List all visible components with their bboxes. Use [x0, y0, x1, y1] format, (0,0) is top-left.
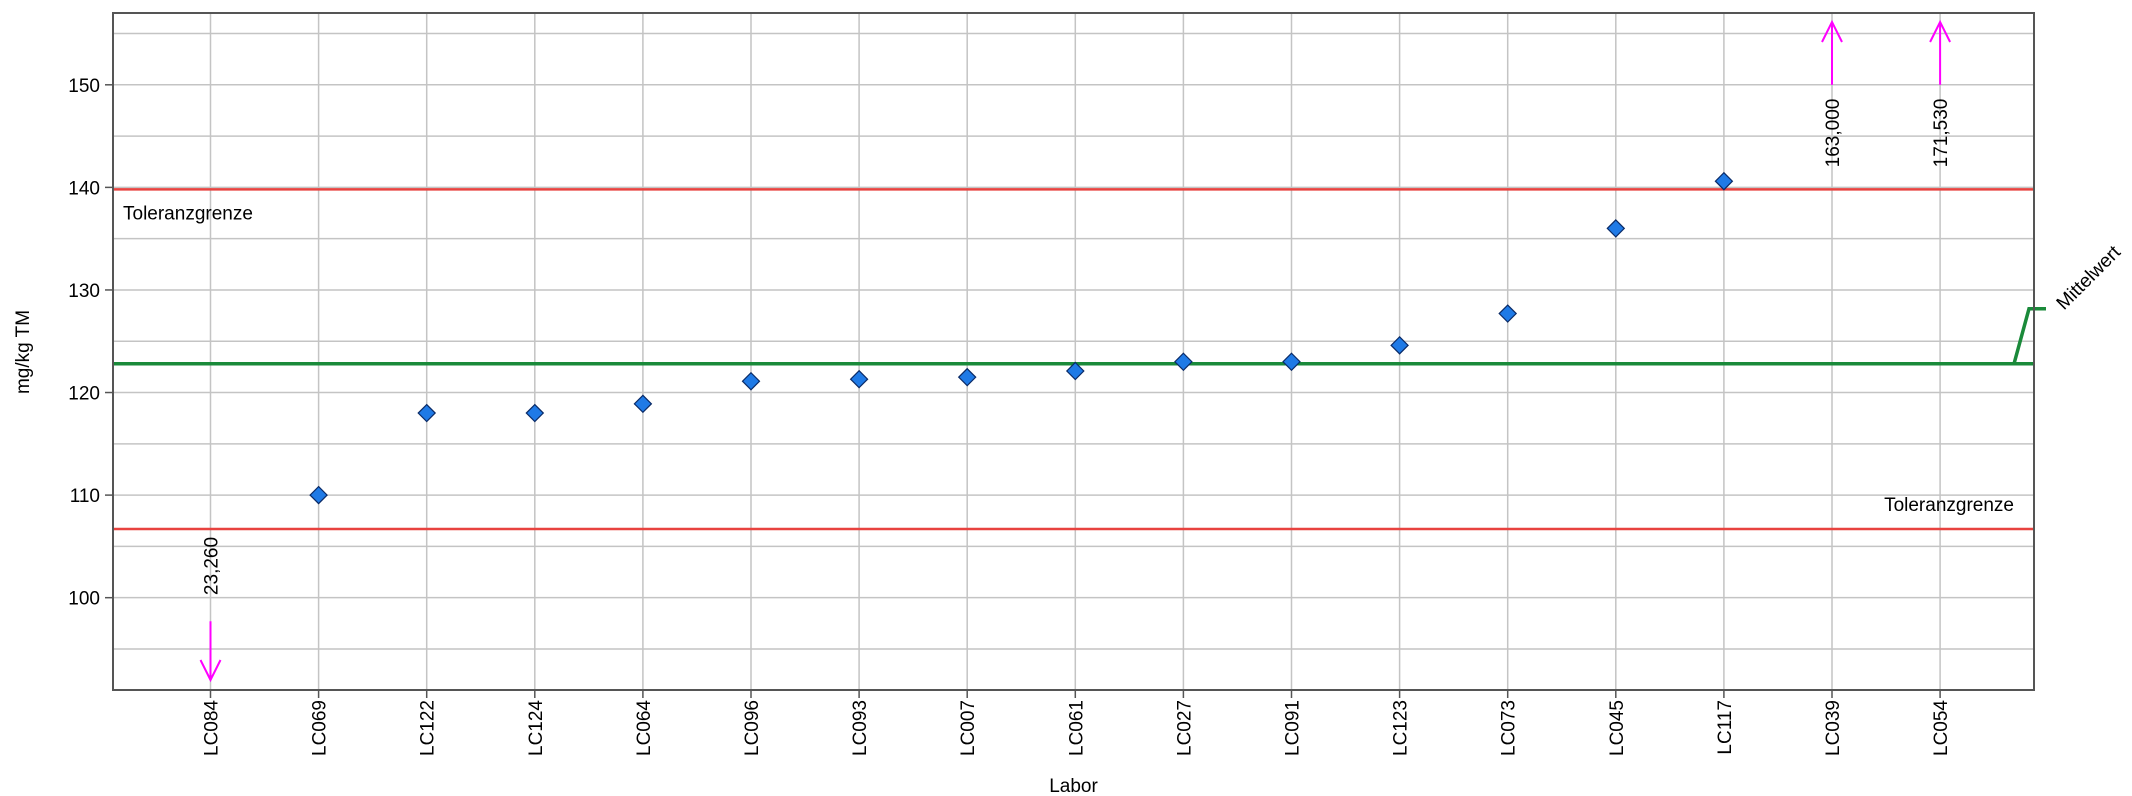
- y-tick-label: 110: [70, 486, 100, 507]
- grid: [113, 13, 2034, 690]
- x-tick-label: LC045: [1607, 700, 1628, 756]
- data-point: [1606, 219, 1626, 238]
- data-point: [1498, 304, 1518, 323]
- arrow-head-down: [199, 659, 222, 683]
- y-tick-label: 120: [68, 384, 100, 405]
- data-point: [525, 403, 545, 423]
- y-tick-label: 100: [68, 589, 100, 610]
- y-axis-title: mg/kg TM: [13, 310, 34, 394]
- data-point: [309, 485, 328, 505]
- data-marks: [199, 19, 1951, 683]
- x-tick-label: LC124: [526, 700, 547, 756]
- arrow-head-up: [1929, 19, 1951, 43]
- data-point: [633, 394, 653, 414]
- x-tick-label: LC084: [202, 700, 223, 756]
- x-tick-label: LC007: [958, 700, 979, 756]
- data-point: [741, 371, 761, 391]
- data-point: [849, 369, 869, 389]
- x-tick-label: LC122: [418, 700, 439, 756]
- out-of-range-value-label: 163,000: [1823, 99, 1844, 168]
- x-tick-label: LC064: [634, 700, 655, 756]
- tolerance-label-lower: Toleranzgrenze: [1884, 495, 2014, 516]
- y-tick-label: 130: [68, 281, 100, 302]
- y-tick-label: 150: [68, 76, 100, 97]
- arrow-head-up: [1821, 19, 1843, 43]
- data-point: [957, 367, 977, 387]
- x-tick-label: LC091: [1283, 700, 1304, 756]
- x-tick-label: LC054: [1931, 700, 1952, 756]
- x-tick-label: LC027: [1174, 700, 1195, 756]
- x-tick-label: LC117: [1715, 700, 1736, 755]
- y-tick-label: 140: [68, 178, 100, 199]
- x-tick-label: LC039: [1823, 700, 1844, 756]
- data-point: [1390, 335, 1409, 355]
- tolerance-label-upper: Toleranzgrenze: [123, 203, 253, 224]
- data-point: [1065, 361, 1085, 381]
- x-tick-label: LC069: [310, 700, 331, 756]
- plot-frame: [112, 12, 2035, 691]
- mean-label: Mittelwert: [2053, 242, 2126, 315]
- x-tick-label: LC093: [850, 700, 871, 756]
- axes: [105, 12, 2035, 698]
- data-point: [1282, 352, 1301, 372]
- x-tick-label: LC073: [1499, 700, 1520, 756]
- data-point: [1174, 352, 1193, 372]
- data-point: [417, 403, 437, 423]
- out-of-range-value-label: 171,530: [1931, 99, 1952, 168]
- x-tick-label: LC123: [1391, 700, 1412, 756]
- out-of-range-value-label: 23,260: [202, 537, 223, 595]
- data-point: [1714, 171, 1734, 191]
- plot-area: [113, 13, 2034, 690]
- labels: Toleranzgrenze Toleranzgrenze Mittelwert 23…: [13, 76, 2126, 796]
- mean-label-leader: [2012, 307, 2046, 365]
- x-tick-label: LC096: [742, 700, 763, 756]
- x-tick-label: LC061: [1066, 700, 1087, 756]
- x-axis-title: Labor: [1049, 776, 1098, 796]
